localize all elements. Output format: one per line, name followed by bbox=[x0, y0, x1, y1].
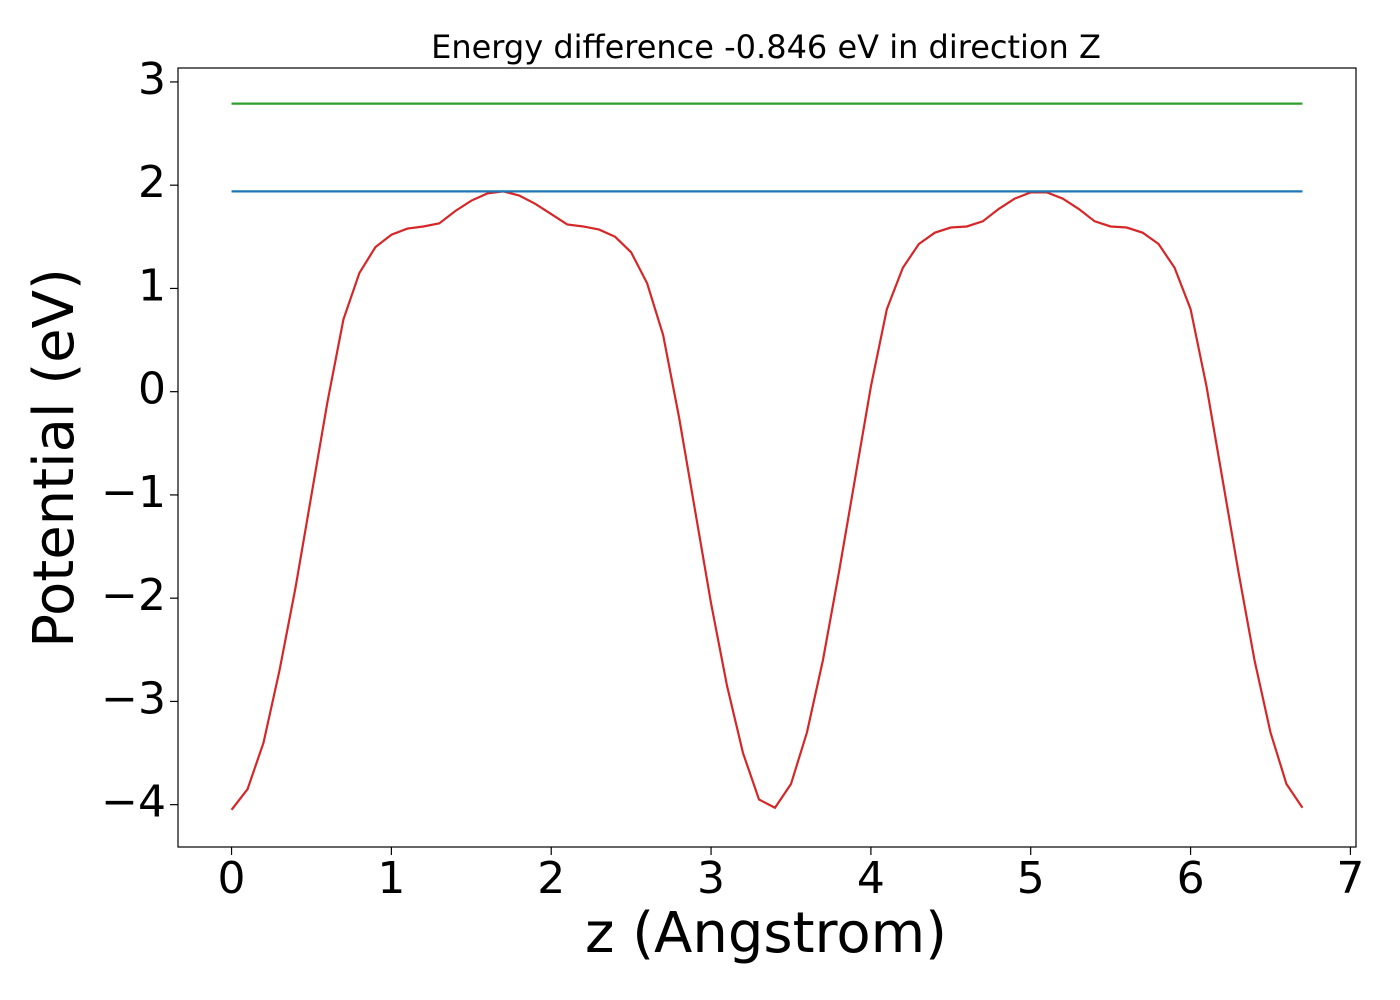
x-axis-label: z (Angstrom) bbox=[585, 901, 947, 966]
x-tick-label: 2 bbox=[537, 853, 565, 904]
y-tick-label: −3 bbox=[101, 673, 166, 724]
y-tick-label: 1 bbox=[138, 260, 166, 311]
x-tick-label: 3 bbox=[697, 853, 725, 904]
x-tick-label: 1 bbox=[377, 853, 405, 904]
y-tick-label: −4 bbox=[101, 777, 166, 828]
x-tick-label: 4 bbox=[857, 853, 885, 904]
x-tick-label: 5 bbox=[1017, 853, 1045, 904]
x-tick-label: 7 bbox=[1336, 853, 1364, 904]
series-line bbox=[230, 190, 1304, 811]
chart-title: Energy difference -0.846 eV in direction… bbox=[431, 28, 1101, 66]
x-tick-label: 0 bbox=[218, 853, 246, 904]
y-tick-label: 0 bbox=[138, 364, 166, 415]
y-tick-label: −1 bbox=[101, 467, 166, 518]
y-tick-label: −2 bbox=[101, 570, 166, 621]
x-tick-label: 6 bbox=[1177, 853, 1205, 904]
plot-frame bbox=[177, 67, 1357, 848]
y-axis-label: Potential (eV) bbox=[22, 268, 87, 648]
y-tick-label: 2 bbox=[138, 157, 166, 208]
y-tick-label: 3 bbox=[138, 54, 166, 105]
